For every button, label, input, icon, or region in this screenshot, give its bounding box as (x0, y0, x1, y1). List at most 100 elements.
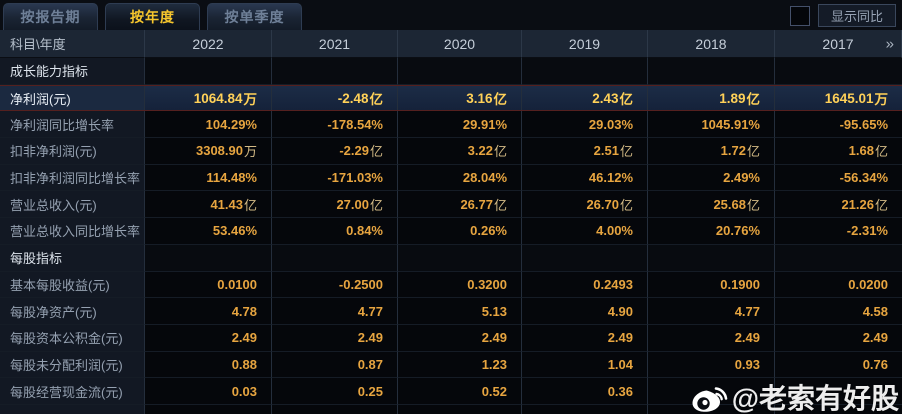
cell: 29.03% (522, 111, 648, 139)
cell (648, 404, 775, 414)
cell: -2.29 亿 (272, 138, 398, 165)
cell: 4.58 (775, 298, 902, 325)
show-yoy-button[interactable]: 显示同比 (817, 4, 896, 27)
cell (522, 404, 648, 414)
row-label: 每股资本公积金(元) (0, 324, 145, 352)
cell: 5.13 (398, 298, 522, 325)
cell: 0.84% (272, 218, 398, 245)
cell: 1.23 (398, 351, 522, 379)
cell (398, 244, 522, 272)
cell: 0.0200 (775, 271, 902, 299)
table-row[interactable]: 每股资本公积金(元) 2.49 2.49 2.49 2.49 2.49 2.49 (0, 324, 902, 352)
tab-by-report-period[interactable]: 按报告期 (3, 3, 98, 30)
cell: 0.1900 (648, 271, 775, 299)
cell: -171.03% (272, 164, 398, 192)
cell: 2.49 (522, 324, 648, 352)
period-tabs: 按报告期 按年度 按单季度 (0, 3, 302, 30)
cell: 1.04 (522, 351, 648, 379)
cell (775, 378, 902, 405)
table-row[interactable]: 每股未分配利润(元) 0.88 0.87 1.23 1.04 0.93 0.76 (0, 351, 902, 379)
row-label: 营业总收入(元) (0, 191, 145, 219)
cell: 26.77 亿 (398, 191, 522, 219)
cell: -0.2500 (272, 271, 398, 299)
column-header-2019: 2019 (522, 30, 648, 58)
cell (775, 404, 902, 414)
table-row[interactable]: 每股经营现金流(元) 0.03 0.25 0.52 0.36 (0, 378, 902, 405)
cell: 1045.91% (648, 111, 775, 139)
section-row: 成长能力指标 (0, 58, 902, 85)
table-header-row: 科目\年度 2022 2021 2020 2019 2018 2017» (0, 30, 902, 58)
cell (648, 378, 775, 405)
table-row[interactable]: 营业总收入(元) 41.43 亿 27.00 亿 26.77 亿 26.70 亿 25.68 亿 21… (0, 191, 902, 219)
table-row[interactable]: 净利润同比增长率 104.29% -178.54% 29.91% 29.03% 1045.… (0, 111, 902, 139)
cell: 2.43 亿 (522, 85, 648, 111)
table-row[interactable]: 扣非净利润同比增长率 114.48% -171.03% 28.04% 46.12% 2.4… (0, 164, 902, 192)
row-label: 成长能力指标 (0, 58, 145, 85)
yoy-controls: 显示同比 (789, 4, 902, 30)
table-row[interactable]: 每股净资产(元) 4.78 4.77 5.13 4.90 4.77 4.58 (0, 298, 902, 325)
cell: 0.03 (145, 378, 272, 405)
cell: 2.51 亿 (522, 138, 648, 165)
cell (272, 244, 398, 272)
cell: -178.54% (272, 111, 398, 139)
column-header-2018: 2018 (648, 30, 775, 58)
cell: 0.0100 (145, 271, 272, 299)
cell: 28.04% (398, 164, 522, 192)
cell: 114.48% (145, 164, 272, 192)
show-yoy-checkbox[interactable] (789, 5, 810, 26)
cell: 0.87 (272, 351, 398, 379)
cell: 1.89 亿 (648, 85, 775, 111)
row-label: 扣非净利润同比增长率 (0, 164, 145, 192)
cell (272, 404, 398, 414)
cell (145, 58, 272, 85)
filler-row (0, 404, 902, 414)
row-label: 每股净资产(元) (0, 298, 145, 325)
cell: 41.43 亿 (145, 191, 272, 219)
cell: 1.72 亿 (648, 138, 775, 165)
column-header-2022: 2022 (145, 30, 272, 58)
cell (398, 58, 522, 85)
cell: 20.76% (648, 218, 775, 245)
cell: 104.29% (145, 111, 272, 139)
cell: 0.2493 (522, 271, 648, 299)
tab-by-quarter[interactable]: 按单季度 (207, 3, 302, 30)
cell: 0.3200 (398, 271, 522, 299)
row-label: 每股指标 (0, 244, 145, 272)
cell: 3308.90 万 (145, 138, 272, 165)
cell (522, 58, 648, 85)
table-row[interactable]: 营业总收入同比增长率 53.46% 0.84% 0.26% 4.00% 20.76% -2.… (0, 218, 902, 245)
cell: 4.90 (522, 298, 648, 325)
table-row[interactable]: 扣非净利润(元) 3308.90 万 -2.29 亿 3.22 亿 2.51 亿 1.72 亿 1.6… (0, 138, 902, 165)
row-label: 每股经营现金流(元) (0, 378, 145, 405)
cell: 21.26 亿 (775, 191, 902, 219)
cell: 46.12% (522, 164, 648, 192)
section-row: 每股指标 (0, 244, 902, 272)
column-header-2017: 2017» (775, 30, 902, 58)
cell (648, 58, 775, 85)
cell: 4.00% (522, 218, 648, 245)
cell: 0.76 (775, 351, 902, 379)
table-body: 成长能力指标 净利润(元) 1064.84 万 -2.48 亿 3.16 亿 2.43 亿 1.89… (0, 58, 902, 414)
table-row[interactable]: 基本每股收益(元) 0.0100 -0.2500 0.3200 0.2493 0.1900… (0, 271, 902, 299)
more-years-icon[interactable]: » (885, 35, 894, 52)
cell: -2.48 亿 (272, 85, 398, 111)
row-label: 净利润同比增长率 (0, 111, 145, 139)
cell: 0.93 (648, 351, 775, 379)
cell: 2.49% (648, 164, 775, 192)
cell: 3.22 亿 (398, 138, 522, 165)
cell: 3.16 亿 (398, 85, 522, 111)
cell: 2.49 (648, 324, 775, 352)
table-row[interactable]: 净利润(元) 1064.84 万 -2.48 亿 3.16 亿 2.43 亿 1.89 亿 1645.… (0, 84, 902, 112)
cell: 2.49 (272, 324, 398, 352)
cell: 2.49 (775, 324, 902, 352)
row-label: 营业总收入同比增长率 (0, 218, 145, 245)
cell: -95.65% (775, 111, 902, 139)
cell (145, 244, 272, 272)
financial-table: 科目\年度 2022 2021 2020 2019 2018 2017» 成长能力指标 净利… (0, 30, 902, 414)
tab-by-year[interactable]: 按年度 (105, 3, 200, 30)
column-header-2020: 2020 (398, 30, 522, 58)
cell: 4.77 (648, 298, 775, 325)
cell: -2.31% (775, 218, 902, 245)
cell: 2.49 (145, 324, 272, 352)
